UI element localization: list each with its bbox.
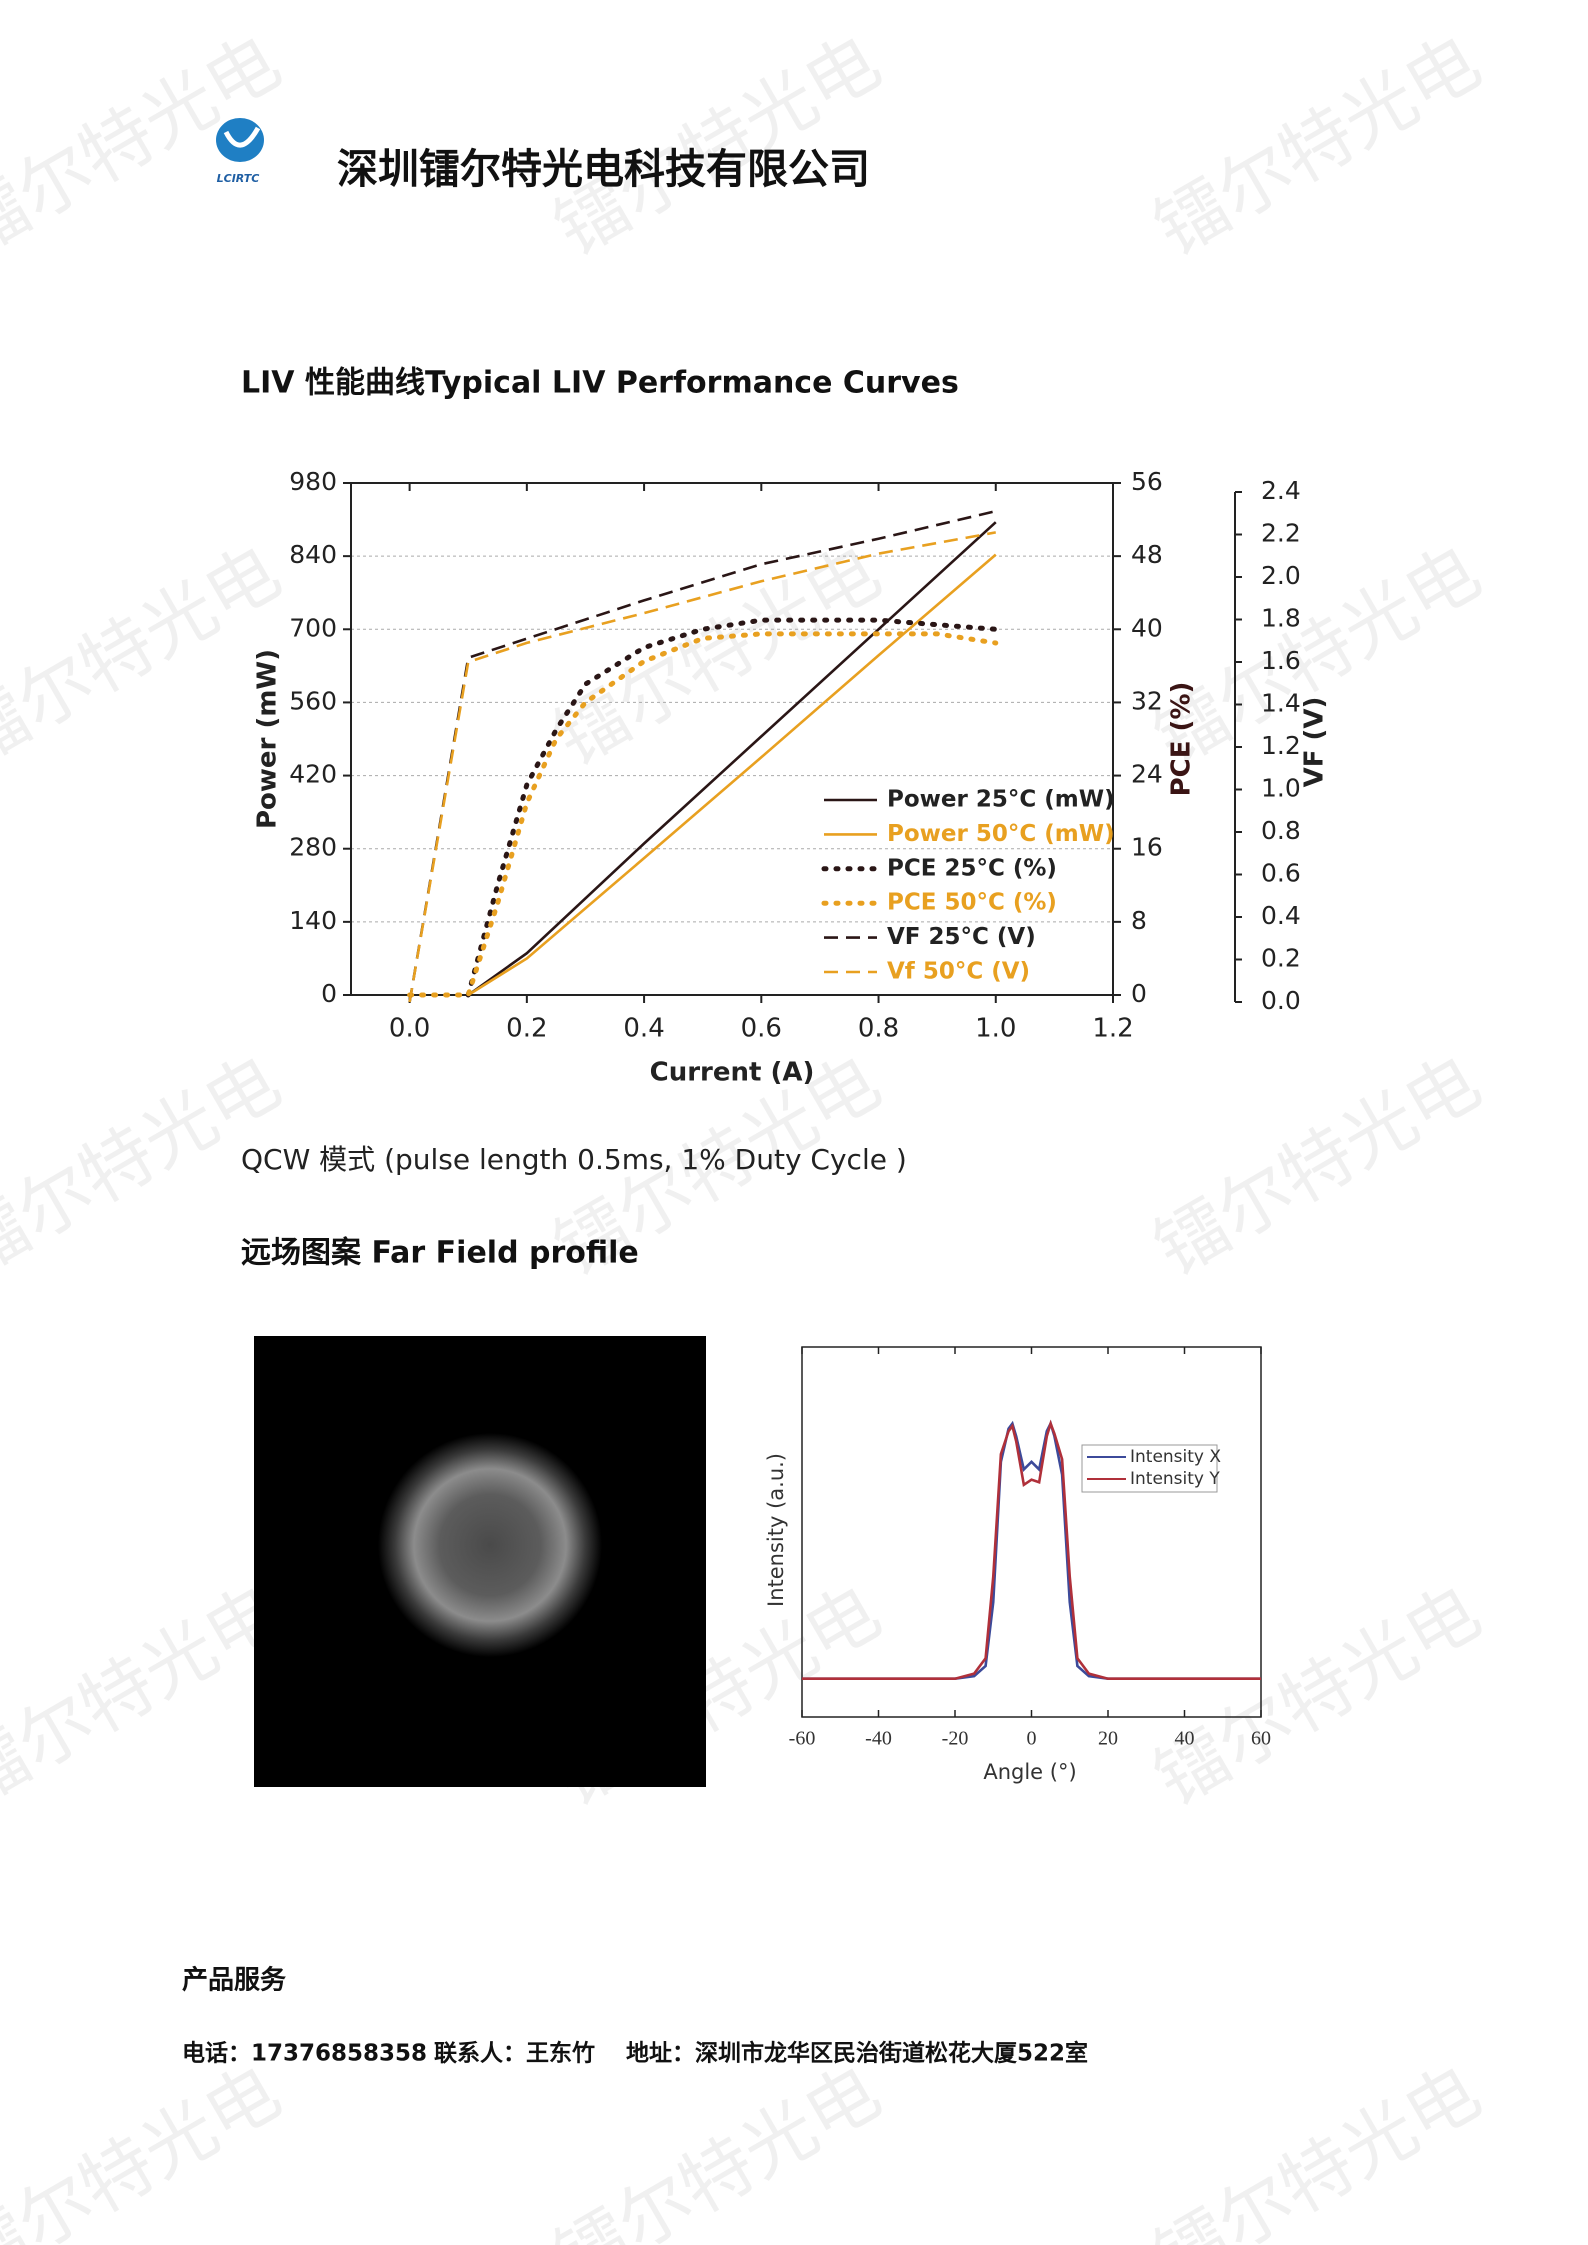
x-tick-label: 0 [1027,1728,1037,1750]
legend-label: Vf 50°C (V) [887,959,1030,985]
y-tick-label: 560 [289,686,337,715]
plot-frame [350,482,1114,996]
x-tick-label: 60 [1251,1728,1271,1750]
series-line [467,521,997,997]
y3-tick-label: 1.6 [1261,646,1301,675]
logo-mark [216,118,264,162]
watermark: 镭尔特光电 [0,2049,294,2245]
y2-tick-label: 32 [1131,686,1163,715]
x-tick-label: 0.4 [623,1014,664,1044]
x-tick-label: 0.0 [389,1014,430,1044]
far-field-beam [378,1433,602,1657]
y3-tick-label: 2.2 [1261,519,1301,548]
watermark: 镭尔特光电 [0,529,294,782]
series-line [407,631,999,998]
y2-tick-label: 24 [1131,760,1163,789]
y-axis-label: Power (mW) [253,649,283,829]
series-line [467,553,997,997]
y-tick-label: 700 [289,613,337,642]
x-tick-label: -20 [942,1728,969,1750]
legend-label: Intensity Y [1130,1469,1220,1489]
x-tick-label: 0.2 [506,1014,547,1044]
x-tick-label: 1.0 [975,1014,1016,1044]
x-tick-label: 20 [1098,1728,1118,1750]
y2-tick-label: 0 [1131,979,1147,1008]
y3-tick-label: 1.2 [1261,731,1301,760]
y-tick-label: 280 [289,833,337,862]
legend-label: VF 25°C (V) [887,924,1036,950]
watermark: 镭尔特光电 [1140,1569,1494,1822]
y-tick-label: 980 [289,467,337,496]
legend-box [1081,1444,1218,1493]
watermark: 镭尔特光电 [540,2049,894,2245]
x-tick-label: 1.2 [1092,1014,1133,1044]
x-axis-label: Angle (°) [983,1760,1076,1784]
x-tick-label: 0.6 [741,1014,782,1044]
watermark: 镭尔特光电 [0,1569,294,1822]
y-tick-label: 420 [289,760,337,789]
y-tick-label: 840 [289,540,337,569]
x-tick-label: -60 [789,1728,816,1750]
company-name: 深圳镭尔特光电科技有限公司 [337,145,870,193]
x-tick-label: 40 [1175,1728,1195,1750]
x-tick-label: -40 [865,1728,892,1750]
phone: 电话：17376858358 [182,2041,427,2067]
y3-tick-label: 1.4 [1261,689,1301,718]
watermark: 镭尔特光电 [1140,2049,1494,2245]
y-tick-label: 140 [289,906,337,935]
qcw-note: QCW 模式 (pulse length 0.5ms, 1% Duty Cycl… [241,1143,907,1176]
legend-label: Power 50°C (mW) [887,821,1115,847]
y3-tick-label: 2.4 [1261,476,1301,505]
legend-label: Power 25°C (mW) [887,787,1115,813]
y3-tick-label: 0.2 [1261,944,1301,973]
y3-axis-label: VF (V) [1300,697,1330,788]
series-line [408,531,997,1003]
section-heading: LIV 性能曲线Typical LIV Performance Curves [241,366,959,401]
y2-tick-label: 8 [1131,906,1147,935]
logo-swoosh [223,126,261,148]
x-axis-label: Current (A) [650,1058,815,1088]
legend-label: PCE 50°C (%) [887,890,1057,916]
footer-title: 产品服务 [182,1966,286,1996]
y3-tick-label: 2.0 [1261,561,1301,590]
series-line [408,509,997,1003]
y-axis-label: Intensity (a.u.) [764,1453,788,1607]
plot-frame [801,1346,1262,1718]
legend-label: PCE 25°C (%) [887,855,1057,881]
y-tick-label: 0 [321,979,337,1008]
y2-tick-label: 40 [1131,613,1163,642]
watermark: 镭尔特光电 [1140,19,1494,272]
y2-tick-label: 56 [1131,467,1163,496]
y2-tick-label: 48 [1131,540,1163,569]
y3-tick-label: 0.8 [1261,816,1301,845]
contact: 联系人：王东竹 [434,2040,595,2067]
y3-tick-label: 0.0 [1261,986,1301,1015]
x-tick-label: 0.8 [858,1014,899,1044]
y3-tick-label: 1.8 [1261,604,1301,633]
y2-tick-label: 16 [1131,833,1163,862]
watermark: 镭尔特光电 [540,529,894,782]
y3-tick-label: 0.4 [1261,901,1301,930]
logo-text: LCIRTC [217,172,260,185]
y3-tick-label: 1.0 [1261,774,1301,803]
legend-label: Intensity X [1130,1447,1221,1467]
section-heading: 远场图案 Far Field profile [241,1236,639,1271]
y2-axis-label: PCE (%) [1167,682,1197,797]
series-line [802,1419,1261,1681]
series-line [465,617,999,998]
address: 地址：深圳市龙华区民治街道松花大厦522室 [626,2040,1088,2067]
watermark: 镭尔特光电 [1140,1039,1494,1292]
y3-tick-label: 0.6 [1261,859,1301,888]
